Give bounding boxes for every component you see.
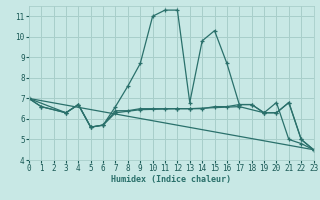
X-axis label: Humidex (Indice chaleur): Humidex (Indice chaleur) (111, 175, 231, 184)
